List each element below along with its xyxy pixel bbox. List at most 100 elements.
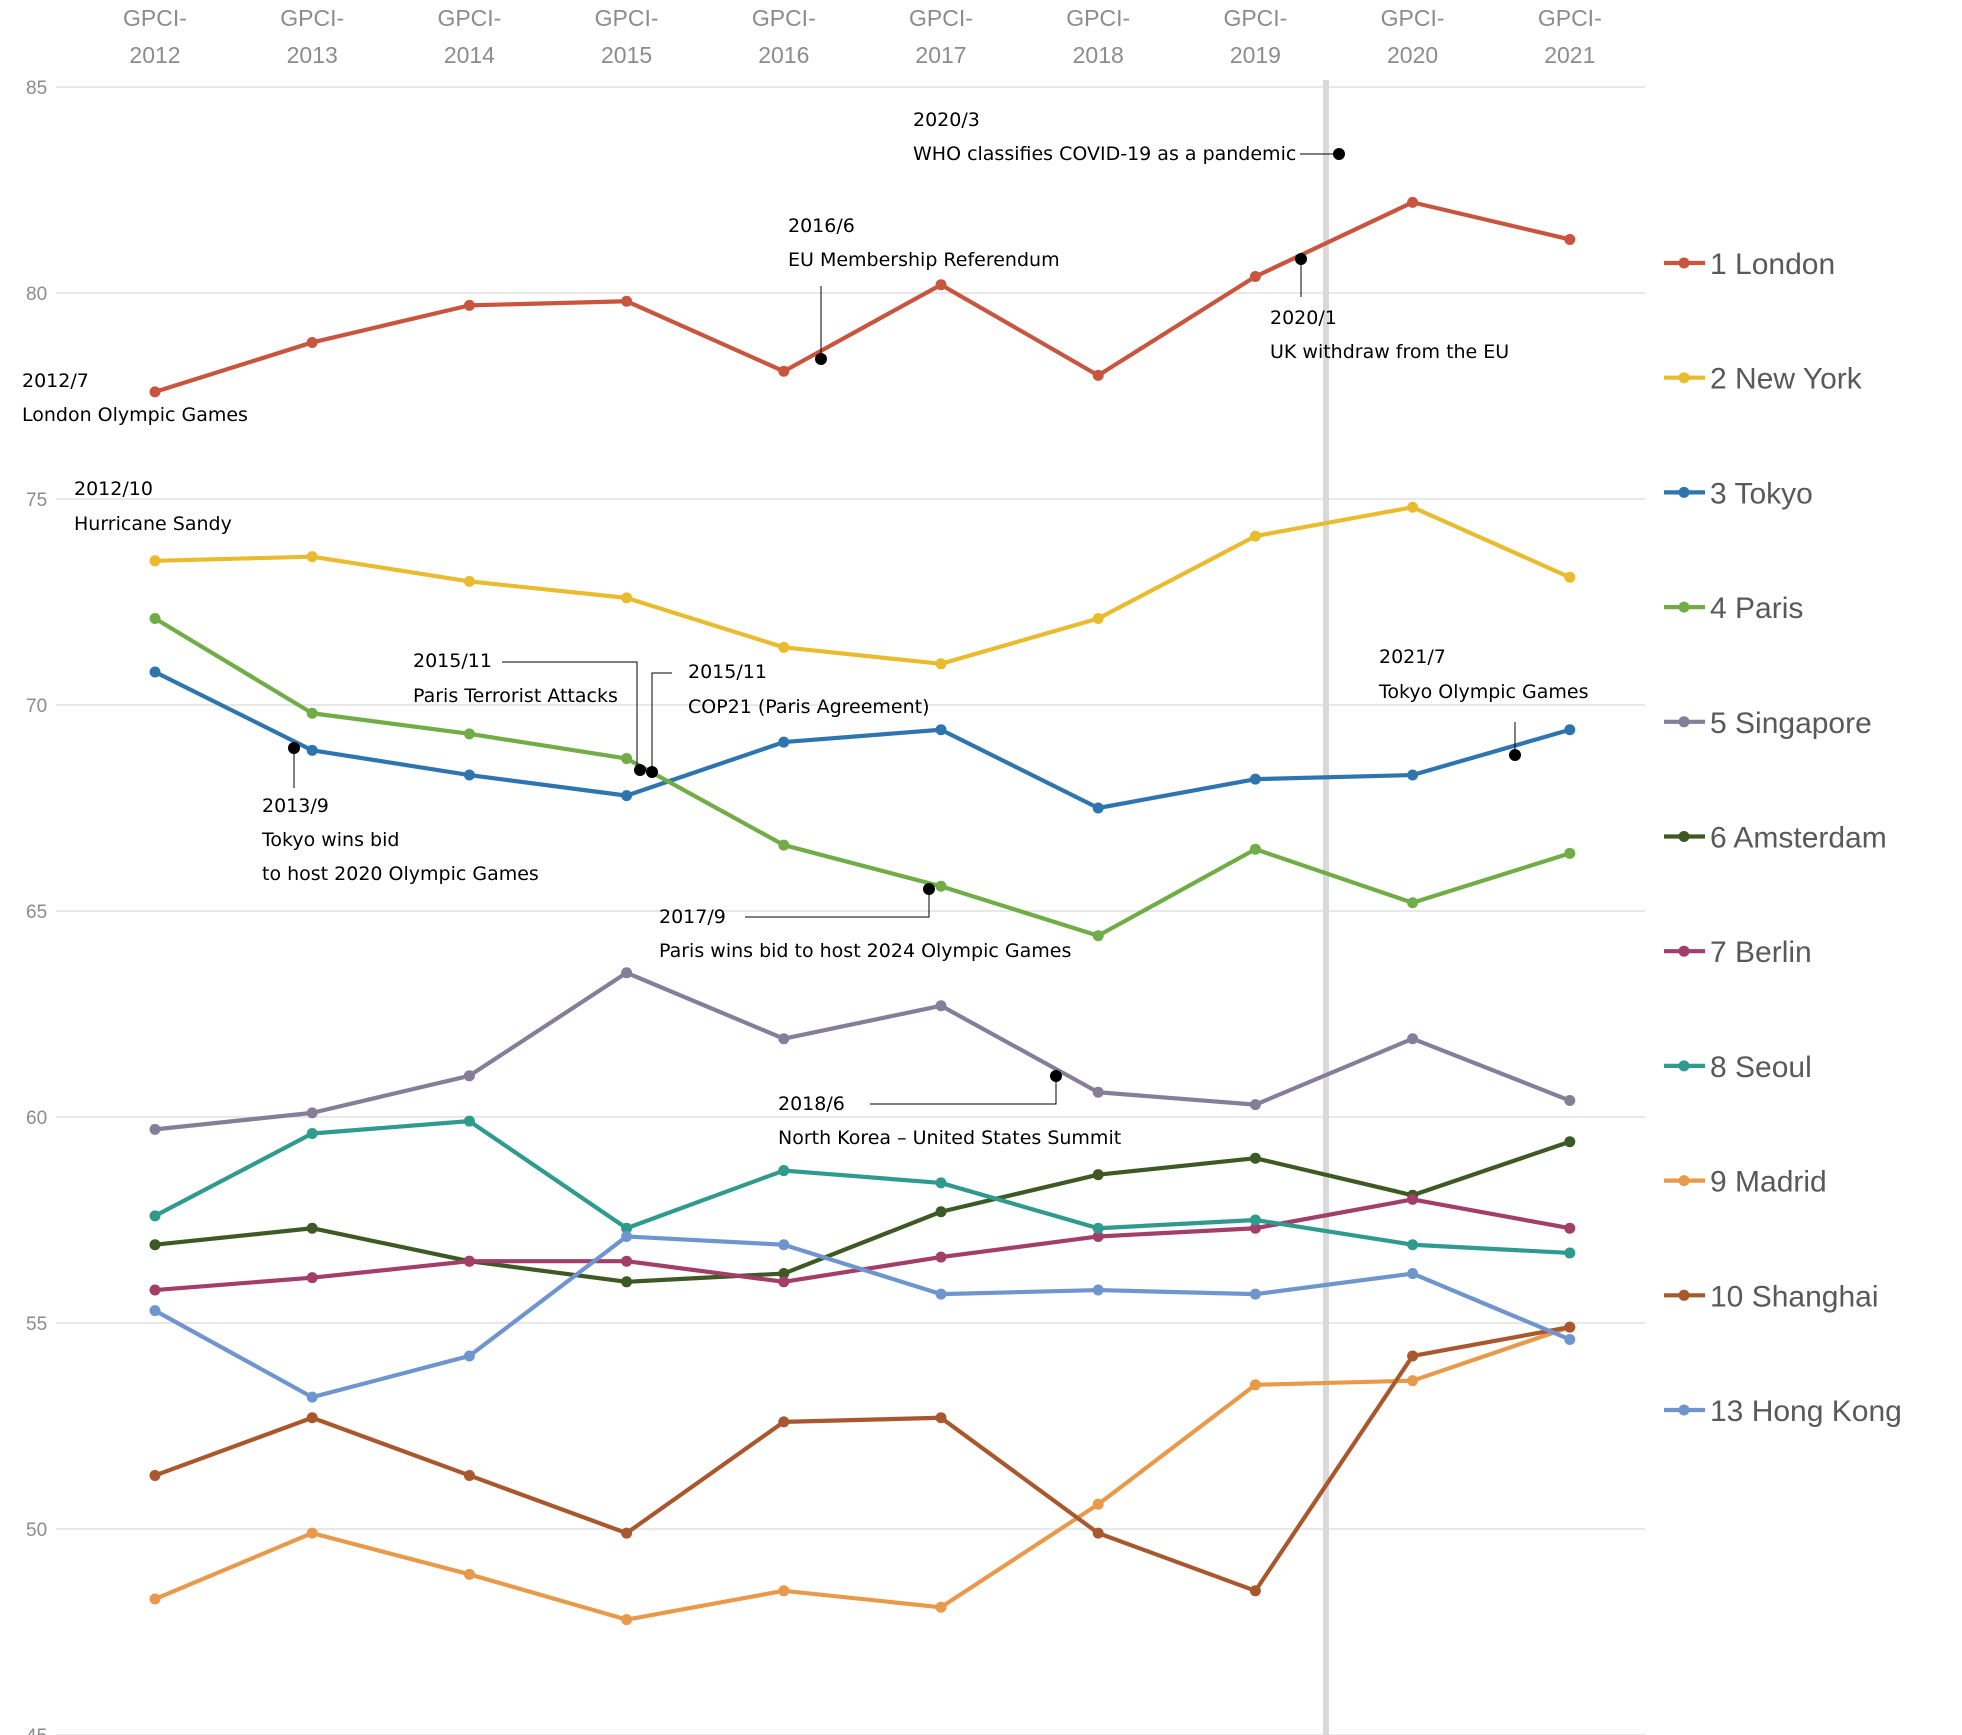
event-date: 2018/6 (778, 1093, 845, 1115)
data-point (1249, 1288, 1261, 1300)
event-date: 2020/3 (913, 109, 980, 131)
event-text: London Olympic Games (22, 404, 248, 426)
legend-swatch-marker (1678, 601, 1690, 613)
x-tick-label: GPCI- (1538, 5, 1602, 31)
covid-divider-line (1323, 80, 1329, 1735)
legend-swatch-marker (1678, 716, 1690, 728)
leader-line (870, 1076, 1057, 1105)
event-marker (288, 742, 300, 754)
data-point (1249, 530, 1261, 542)
data-point (463, 575, 475, 587)
data-point (1564, 724, 1576, 736)
data-point (306, 336, 318, 348)
data-point (1092, 1498, 1104, 1510)
data-point (149, 1593, 161, 1605)
legend-label: 3 Tokyo (1710, 477, 1813, 510)
data-point (778, 736, 790, 748)
event-annotation: 2012/10 Hurricane Sandy (74, 478, 232, 535)
data-point (463, 1568, 475, 1580)
data-point (306, 1272, 318, 1284)
data-point (149, 1469, 161, 1481)
event-text: EU Membership Referendum (788, 249, 1060, 271)
data-point (935, 1000, 947, 1012)
series-line (154, 970, 1571, 1132)
x-tick-label: 2016 (758, 42, 809, 68)
data-point (1092, 1230, 1104, 1242)
x-tick-label: GPCI- (1066, 5, 1130, 31)
y-tick-label: 50 (26, 1520, 47, 1541)
event-text: Tokyo Olympic Games (1378, 681, 1589, 703)
data-point (306, 1107, 318, 1119)
event-text: Paris wins bid to host 2024 Olympic Game… (659, 940, 1071, 962)
y-tick-label: 65 (26, 902, 47, 923)
legend-label: 8 Seoul (1710, 1051, 1812, 1084)
event-annotation: 2015/11 COP21 (Paris Agreement) (646, 661, 930, 778)
event-annotation: 2016/6 EU Membership Referendum (788, 215, 1060, 365)
event-text: COP21 (Paris Agreement) (688, 696, 930, 718)
x-axis-ticks: GPCI- 2012 GPCI- 2013 GPCI- 2014 GPCI- 2015 GPCI… (123, 5, 1602, 68)
data-point (1092, 1527, 1104, 1539)
event-marker (1050, 1070, 1062, 1082)
event-date: 2020/1 (1270, 307, 1337, 329)
x-tick-label: 2013 (287, 42, 338, 68)
data-point (935, 1288, 947, 1300)
y-tick-label: 70 (26, 696, 47, 717)
legend-label: 7 Berlin (1710, 936, 1812, 969)
series-shanghai (149, 1321, 1576, 1597)
event-annotation: 2018/6 North Korea – United States Summit (778, 1070, 1121, 1149)
data-point (1092, 930, 1104, 942)
event-annotation: 2020/3 WHO classifies COVID-19 as a pande… (913, 109, 1345, 165)
data-point (1092, 369, 1104, 381)
data-point (1249, 843, 1261, 855)
y-tick-label: 80 (26, 284, 47, 305)
x-tick-label: 2019 (1230, 42, 1281, 68)
data-point (778, 1276, 790, 1288)
legend-item: 3 Tokyo (1664, 477, 1813, 510)
series-london (149, 196, 1576, 398)
legend-swatch-marker (1678, 257, 1690, 269)
data-point (1407, 897, 1419, 909)
legend-item: 5 Singapore (1664, 707, 1872, 740)
data-point (149, 1305, 161, 1317)
event-date: 2017/9 (659, 906, 726, 928)
event-date: 2012/7 (22, 370, 89, 392)
series-lines (149, 196, 1576, 1626)
data-point (1092, 1169, 1104, 1181)
x-tick-label: 2018 (1073, 42, 1124, 68)
data-point (621, 1230, 633, 1242)
series-hong-kong (149, 1230, 1576, 1403)
data-point (1407, 1239, 1419, 1251)
data-point (306, 1412, 318, 1424)
data-point (306, 1127, 318, 1139)
event-marker (923, 883, 935, 895)
data-point (621, 790, 633, 802)
data-point (149, 1284, 161, 1296)
legend-swatch-marker (1678, 1175, 1690, 1187)
leader-line (502, 661, 638, 770)
x-tick-label: 2012 (129, 42, 180, 68)
data-point (1249, 271, 1261, 283)
data-point (778, 1239, 790, 1251)
leader-line (745, 889, 930, 918)
data-point (1564, 1333, 1576, 1345)
data-point (621, 967, 633, 979)
series-singapore (149, 967, 1576, 1135)
data-point (1249, 1585, 1261, 1597)
data-point (306, 744, 318, 756)
data-point (1407, 196, 1419, 208)
legend-item: 8 Seoul (1664, 1051, 1812, 1084)
grid-lines (56, 86, 1645, 1735)
legend-swatch-marker (1678, 1404, 1690, 1416)
legend-label: 5 Singapore (1710, 707, 1872, 740)
legend-label: 6 Amsterdam (1710, 822, 1887, 855)
series-line (154, 505, 1571, 666)
event-marker (1333, 148, 1345, 160)
data-point (1564, 233, 1576, 245)
event-text: Hurricane Sandy (74, 513, 232, 535)
data-point (935, 1177, 947, 1189)
event-marker (634, 764, 646, 776)
legend-label: 2 New York (1710, 363, 1863, 396)
data-point (1092, 1222, 1104, 1234)
data-point (935, 658, 947, 670)
data-point (1407, 1375, 1419, 1387)
